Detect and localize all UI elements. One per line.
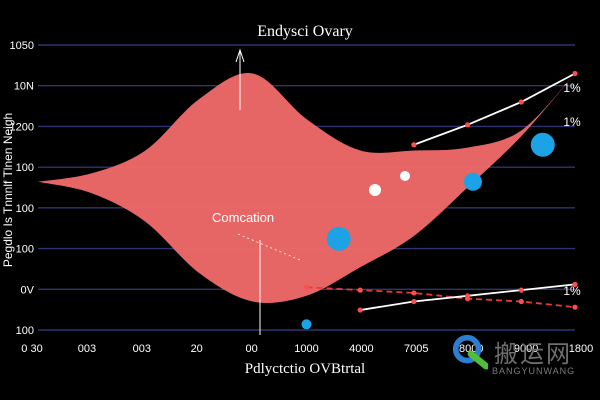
x-axis-label: Pdlyctctio OVBtrtal	[245, 361, 365, 377]
series-point	[572, 281, 578, 287]
x-tick-label: 00	[245, 343, 257, 355]
right-value-label: 1%	[563, 81, 581, 95]
series-line	[413, 72, 576, 146]
annotation-label: Comcation	[212, 210, 274, 225]
arrow-icon	[235, 48, 245, 63]
series-point	[465, 293, 471, 299]
series-point	[411, 298, 417, 305]
highlight-marker	[463, 172, 482, 191]
white-marker	[369, 184, 381, 196]
highlight-marker	[301, 319, 312, 330]
y-tick-label: 1200	[10, 121, 34, 133]
y-tick-label: 1050	[10, 40, 34, 52]
series-point	[518, 287, 524, 293]
x-tick-label: 20	[191, 343, 203, 355]
chart-title: Endysci Ovary	[257, 23, 353, 40]
watermark-en: BANGYUNWANG	[492, 366, 576, 376]
watermark-logo-icon	[452, 334, 488, 370]
x-tick-label: 0 30	[21, 343, 42, 355]
x-tick-label: 1000	[294, 343, 318, 355]
area-band	[38, 73, 575, 304]
x-tick-label: 4000	[349, 343, 373, 355]
x-tick-label: 7005	[404, 343, 428, 355]
y-axis-label: Pegdlo Is Tnnnlf Tlnen Neigh	[1, 113, 15, 267]
x-tick-label: 9000	[514, 343, 538, 355]
x-tick-label: 003	[133, 343, 151, 355]
annotation-leader	[237, 233, 301, 261]
x-tick-label: 1800	[569, 343, 593, 355]
series-line	[306, 286, 576, 309]
y-tick-label: 100	[16, 325, 34, 337]
watermark: 搬运网 BANGYUNWANG	[450, 332, 590, 382]
series-point	[465, 122, 471, 128]
series-point	[518, 298, 524, 305]
y-tick-label: 10N	[14, 81, 34, 93]
watermark-cn: 搬运网	[494, 340, 572, 368]
series-point	[518, 99, 524, 105]
white-marker	[400, 171, 410, 181]
highlight-marker	[326, 226, 351, 251]
y-tick-label: 0V	[21, 284, 35, 296]
series-point	[572, 70, 578, 77]
y-tick-label: 100	[16, 162, 34, 174]
series-point	[411, 142, 417, 148]
series-point	[572, 304, 578, 310]
series-point	[411, 290, 417, 296]
series-point	[357, 287, 363, 293]
series-point	[357, 307, 363, 313]
right-value-label: 1%	[563, 284, 581, 298]
highlight-marker	[530, 132, 555, 157]
right-value-label: 1%	[563, 115, 581, 129]
y-tick-label: 100	[16, 203, 34, 215]
x-tick-label: 003	[78, 343, 96, 355]
series-point	[303, 284, 310, 290]
y-tick-label: 100	[16, 244, 34, 256]
